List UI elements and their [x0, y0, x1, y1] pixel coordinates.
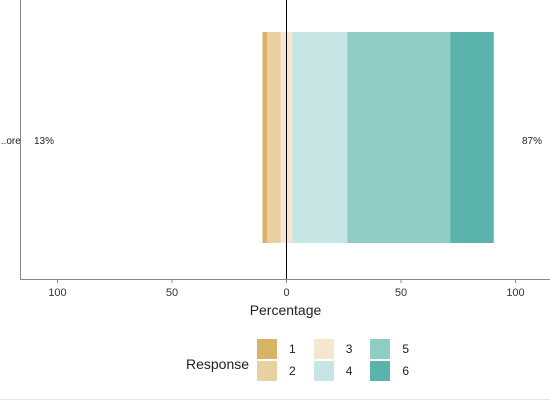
legend-label-4: 4: [345, 364, 353, 378]
bar-segment-response-5: [347, 32, 451, 243]
legend-item-3: 3: [313, 338, 353, 360]
legend-title: Response: [186, 356, 250, 372]
legend-swatch-5: [370, 339, 391, 359]
x-tick-label: 50: [166, 287, 178, 299]
legend-label-3: 3: [345, 342, 353, 356]
legend-swatch-6: [370, 361, 391, 381]
legend-item-6: 6: [370, 360, 409, 382]
bar-segment-response-3: [286, 32, 293, 243]
category-label: ...ore: [0, 136, 21, 147]
x-tick-label: 100: [506, 287, 524, 299]
bar-segment-response-4: [292, 32, 348, 243]
legend-item-4: 4: [313, 360, 353, 382]
legend-item-1: 1: [257, 338, 296, 360]
bar-segment-response-1: [262, 32, 268, 243]
legend: Response 1 2 3 4 5 6: [186, 338, 409, 382]
right-percent-label: 87%: [522, 136, 542, 147]
bar-segment-response-6: [450, 32, 494, 243]
x-tick-label: 0: [283, 287, 289, 299]
left-percent-label: 13%: [34, 136, 54, 147]
x-axis-title: Percentage: [250, 302, 322, 318]
bottom-divider: [0, 399, 550, 400]
legend-swatch-2: [257, 361, 278, 381]
legend-swatch-4: [313, 361, 334, 381]
legend-item-5: 5: [370, 338, 409, 360]
x-tick-label: 100: [48, 287, 66, 299]
legend-label-2: 2: [289, 364, 296, 378]
legend-label-6: 6: [402, 364, 410, 378]
bar-segment-response-3: [280, 32, 287, 243]
bar-segment-response-2: [267, 32, 281, 243]
legend-items: 1 2 3 4 5 6: [257, 338, 409, 382]
x-tick-group: 100 50 0 50 100: [48, 279, 525, 299]
x-tick-label: 50: [395, 287, 407, 299]
legend-swatch-3: [313, 339, 334, 359]
legend-item-2: 2: [257, 360, 296, 382]
legend-swatch-1: [257, 339, 278, 359]
legend-label-5: 5: [402, 342, 410, 356]
bar-group: [262, 32, 494, 243]
legend-label-1: 1: [289, 342, 296, 356]
